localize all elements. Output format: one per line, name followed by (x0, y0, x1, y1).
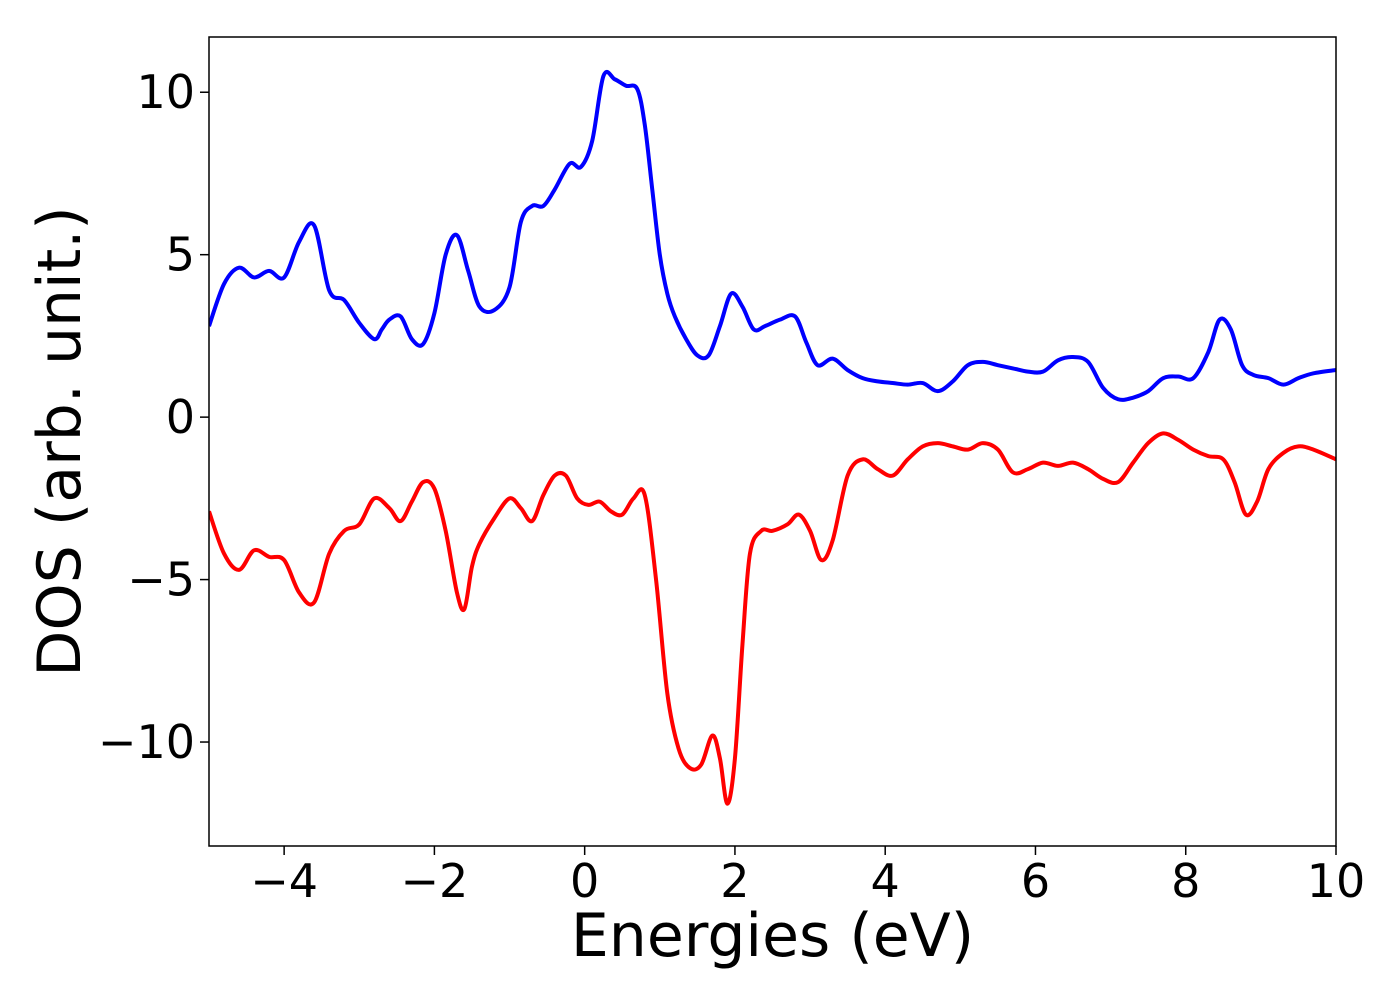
y-tick-label: 10 (136, 65, 195, 119)
y-tick-label: 0 (166, 390, 195, 444)
y-axis: 10 5 0 −5 −10 (98, 65, 209, 769)
y-tick-label: −5 (127, 553, 195, 607)
series-line-blue (209, 69, 1336, 402)
plot-area-frame (208, 36, 1337, 847)
y-axis-label: DOS (arb. unit.) (25, 206, 95, 676)
x-tick-label: 2 (720, 854, 749, 908)
x-tick-label: 10 (1307, 854, 1366, 908)
x-tick-label: 4 (871, 854, 900, 908)
y-tick-label: 5 (166, 228, 195, 282)
series-layer (209, 69, 1336, 806)
x-tick-label: 6 (1021, 854, 1050, 908)
x-tick-label: −4 (250, 854, 318, 908)
y-tick-label: −10 (98, 715, 195, 769)
x-axis-label: Energies (eV) (571, 901, 974, 971)
x-tick-label: 0 (570, 854, 599, 908)
x-tick-label: −2 (400, 854, 468, 908)
series-line-red (209, 431, 1336, 806)
x-axis: −4 −2 0 2 4 6 8 10 (250, 846, 1365, 908)
x-tick-label: 8 (1171, 854, 1200, 908)
